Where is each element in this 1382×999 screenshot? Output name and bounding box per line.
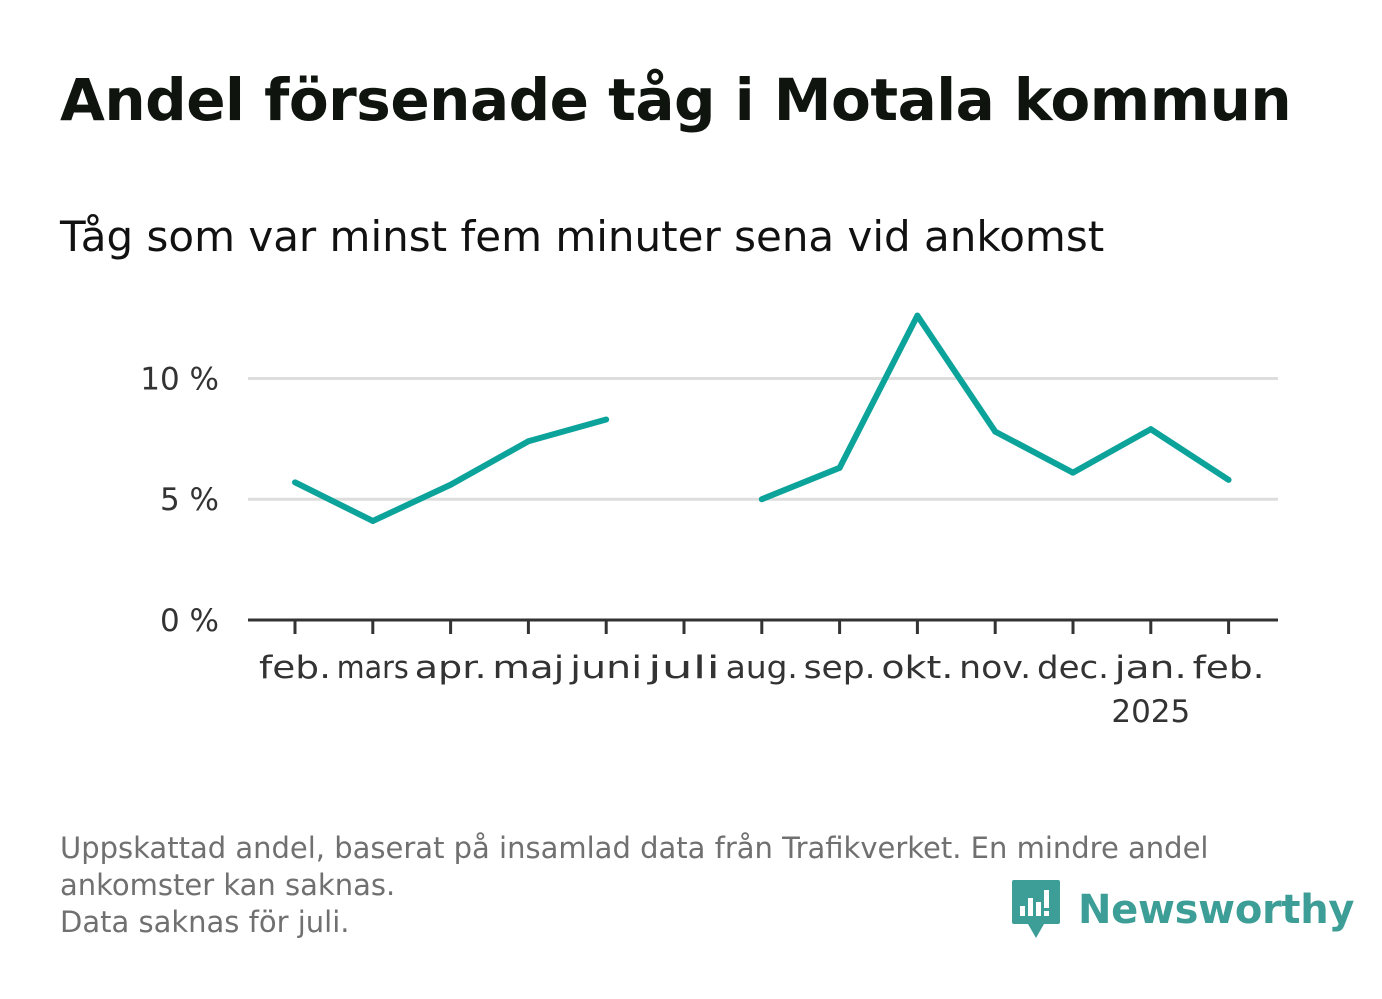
data-point — [603, 416, 610, 423]
gridlines — [248, 376, 1278, 501]
data-point — [758, 496, 765, 503]
series-line-segment-2 — [760, 312, 1231, 503]
x-tick-label: jan. — [1114, 650, 1187, 686]
newsworthy-logo-icon — [1012, 880, 1060, 938]
x-tick-label: juli — [646, 650, 720, 686]
y-axis-tick-labels: 0 % 5 % 10 % — [140, 361, 219, 639]
data-point — [914, 312, 921, 319]
y-tick-label: 5 % — [160, 482, 219, 518]
data-point — [447, 481, 454, 488]
brand-name: Newsworthy — [1078, 887, 1355, 933]
x-tick-label: sep. — [804, 650, 876, 686]
chart-subtitle: Tåg som var minst fem minuter sena vid a… — [60, 212, 1105, 261]
chart-title: Andel försenade tåg i Motala kommun — [60, 66, 1292, 134]
data-point — [1225, 476, 1232, 483]
x-tick-label: nov. — [959, 650, 1031, 686]
x-tick-label: okt. — [881, 650, 953, 686]
x-tick-label: feb. — [259, 650, 331, 686]
data-point — [525, 438, 532, 445]
x-year-label: 2025 — [1111, 694, 1190, 730]
data-point — [1147, 426, 1154, 433]
x-tick-label: apr. — [415, 650, 487, 686]
series-line-segment-1 — [293, 416, 608, 524]
footnote-line-1: Uppskattad andel, baserat på insamlad da… — [60, 831, 1209, 865]
footnote-line-2: ankomster kan saknas. — [60, 868, 396, 902]
x-tick-label: dec. — [1037, 650, 1109, 686]
x-tick-label: aug. — [726, 650, 798, 686]
x-tick-label: maj — [492, 650, 564, 686]
footnote: Uppskattad andel, baserat på insamlad da… — [60, 830, 1320, 941]
data-point — [992, 428, 999, 435]
data-point — [369, 517, 376, 524]
data-point — [1070, 469, 1076, 476]
x-tick-label: juni — [569, 650, 642, 686]
x-tick-label: mars — [337, 650, 409, 686]
footnote-line-3: Data saknas för juli. — [60, 905, 350, 939]
series-lines — [292, 312, 1232, 524]
x-tick-label: feb. — [1193, 650, 1265, 686]
y-tick-label: 10 % — [140, 361, 219, 397]
brand-logo: Newsworthy — [1010, 878, 1355, 942]
data-point — [292, 479, 298, 486]
data-point — [836, 464, 843, 471]
x-axis: feb. mars apr. maj juni juli aug. sep. okt. nov. d… — [248, 618, 1278, 730]
y-tick-label: 0 % — [160, 603, 219, 639]
